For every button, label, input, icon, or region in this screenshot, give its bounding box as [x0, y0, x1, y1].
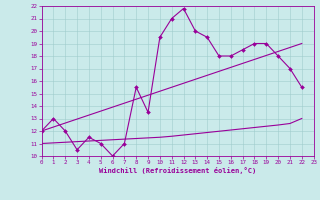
X-axis label: Windchill (Refroidissement éolien,°C): Windchill (Refroidissement éolien,°C): [99, 167, 256, 174]
